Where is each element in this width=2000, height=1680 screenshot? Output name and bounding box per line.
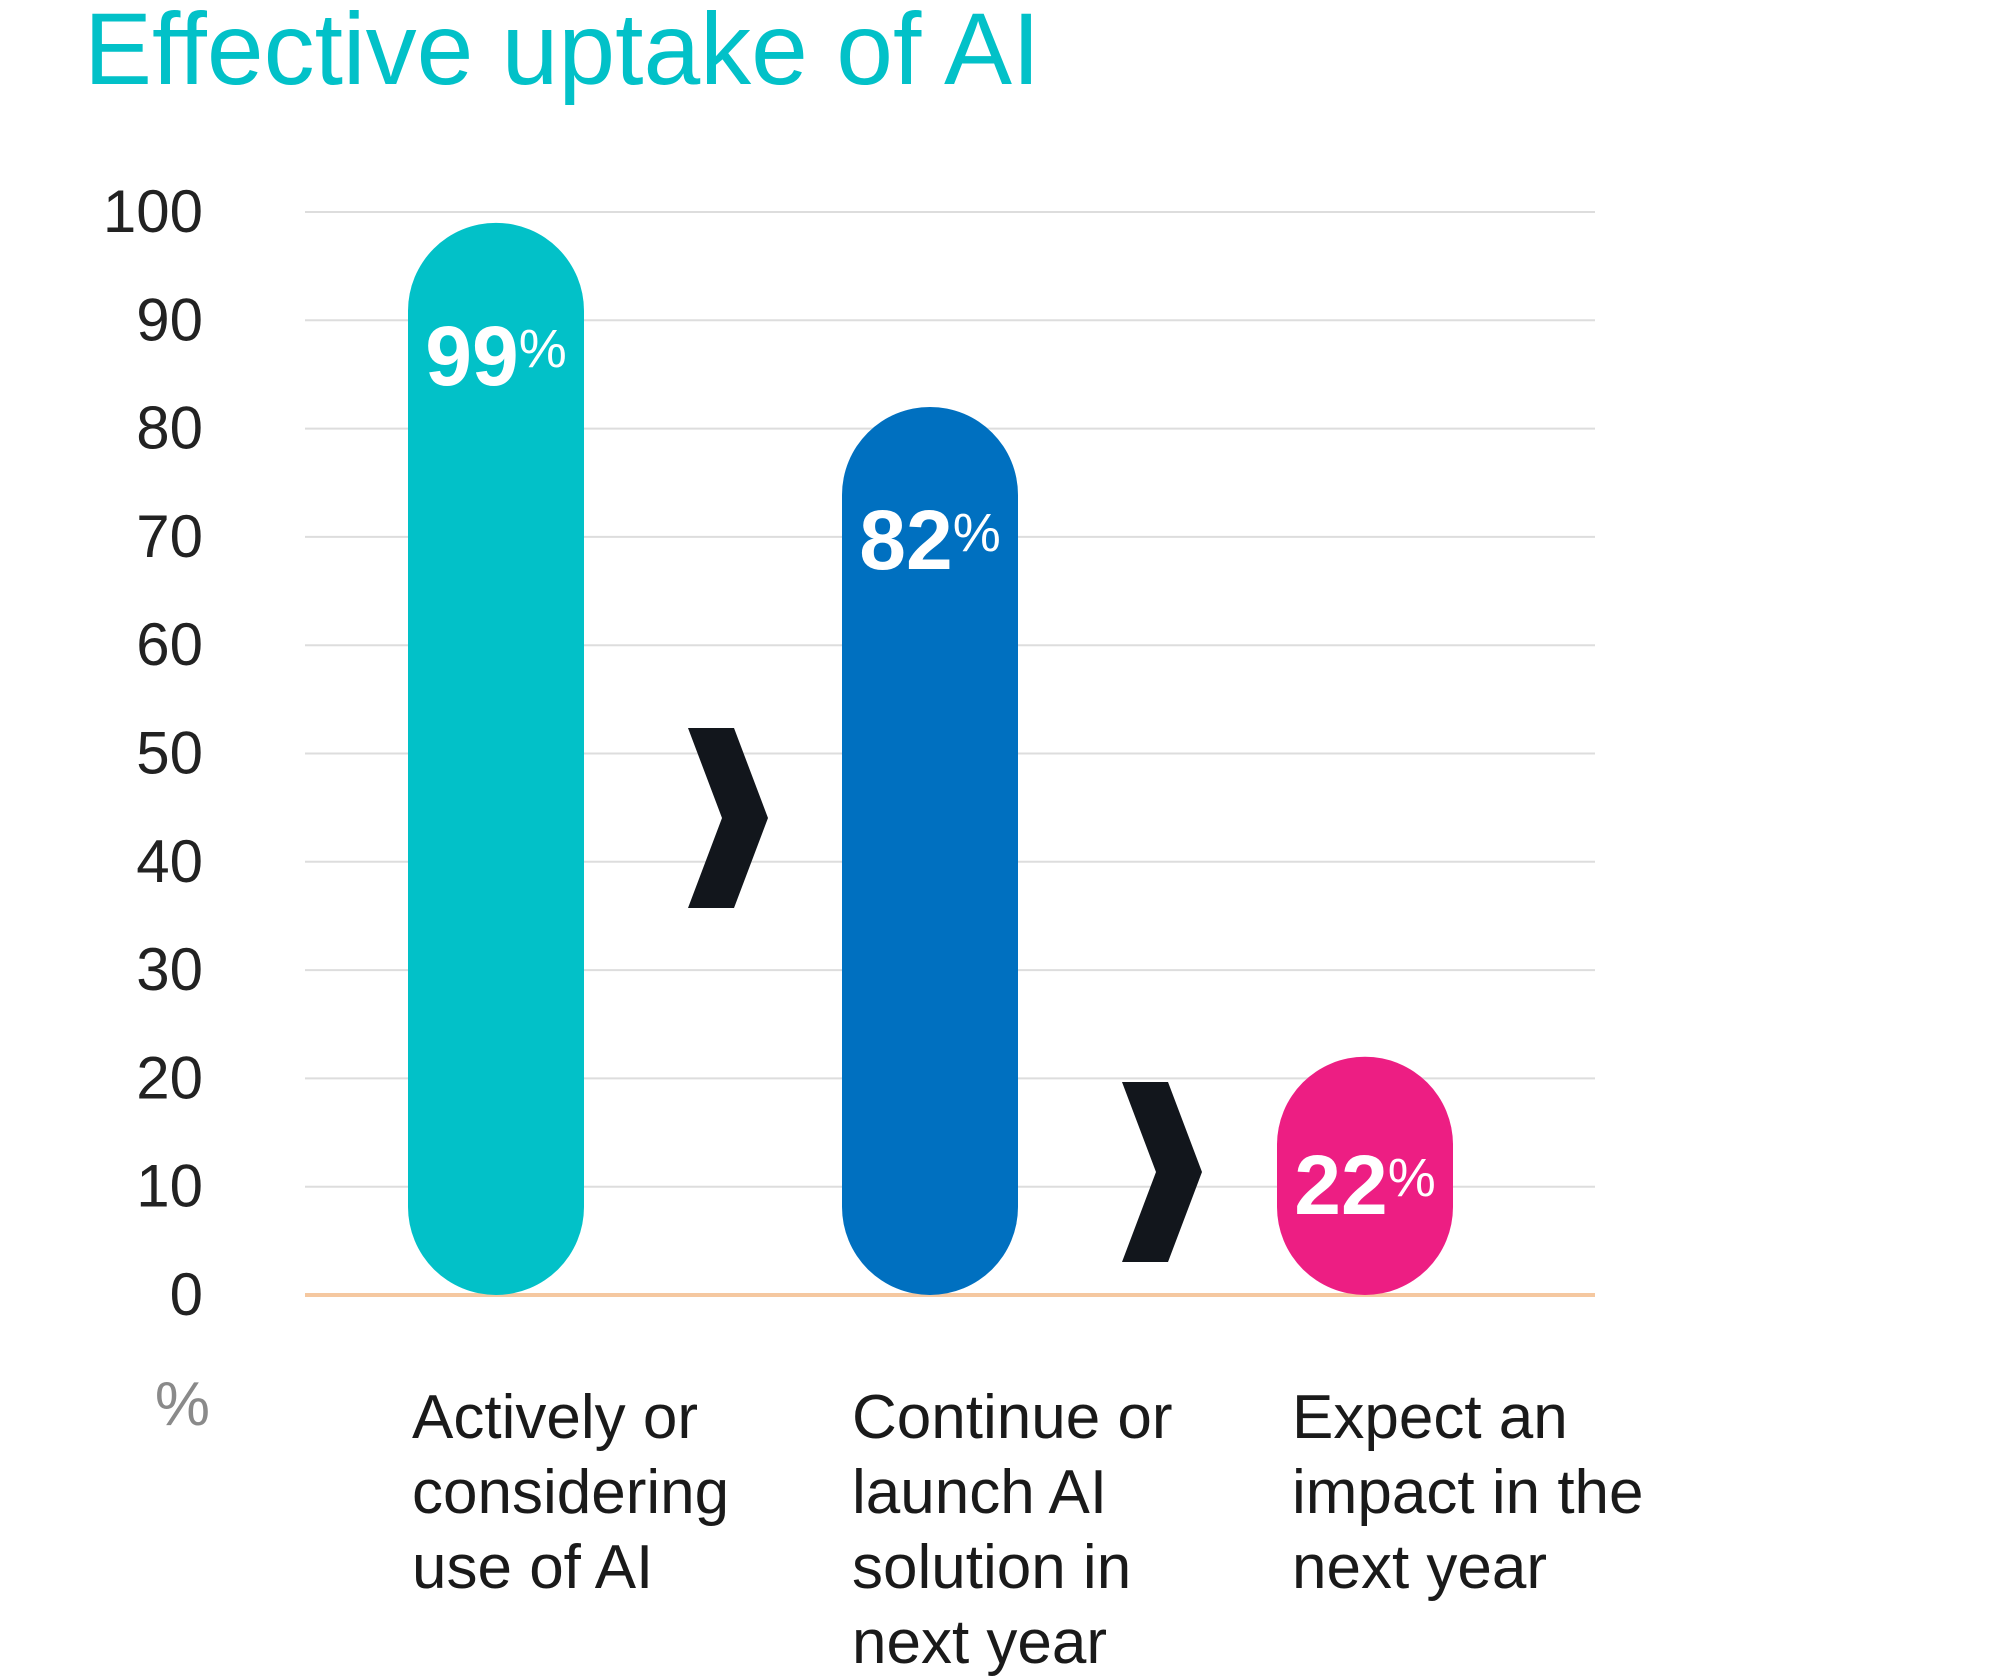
y-unit-label: % xyxy=(155,1370,210,1439)
chart-title: Effective uptake of AI xyxy=(84,0,1040,106)
chevron-right-icon xyxy=(688,728,768,908)
bar xyxy=(1277,1056,1453,1295)
y-tick-label: 20 xyxy=(136,1044,203,1111)
bar-value-label: 82% xyxy=(859,493,1000,587)
category-labels: Actively or considering use of AI Continue … xyxy=(412,1383,1644,1677)
category-label: Expect an impact in the next year xyxy=(1292,1383,1644,1602)
y-tick-label: 70 xyxy=(136,503,203,570)
y-tick-label: 50 xyxy=(136,720,203,787)
bar-value-label: 99% xyxy=(425,309,566,403)
chevrons xyxy=(688,728,1202,1262)
y-tick-label: 80 xyxy=(136,395,203,462)
category-label: Actively or considering use of AI xyxy=(412,1383,729,1602)
y-tick-label: 40 xyxy=(136,828,203,895)
category-label: Continue or launch AI solution in next year xyxy=(852,1383,1173,1677)
bar xyxy=(842,406,1018,1295)
chevron-right-icon xyxy=(1122,1082,1202,1262)
bar-value-label: 22% xyxy=(1294,1138,1435,1232)
y-tick-label: 30 xyxy=(136,936,203,1003)
y-tick-label: 60 xyxy=(136,611,203,678)
y-tick-label: 10 xyxy=(136,1153,203,1220)
y-tick-label: 100 xyxy=(103,178,203,245)
y-axis-ticks: 0 10 20 30 40 50 60 70 80 90 100 xyxy=(103,178,203,1328)
bar xyxy=(408,222,584,1296)
bars: 99% 82% 22% xyxy=(408,222,1453,1296)
y-tick-label: 0 xyxy=(170,1261,203,1328)
y-tick-label: 90 xyxy=(136,286,203,353)
